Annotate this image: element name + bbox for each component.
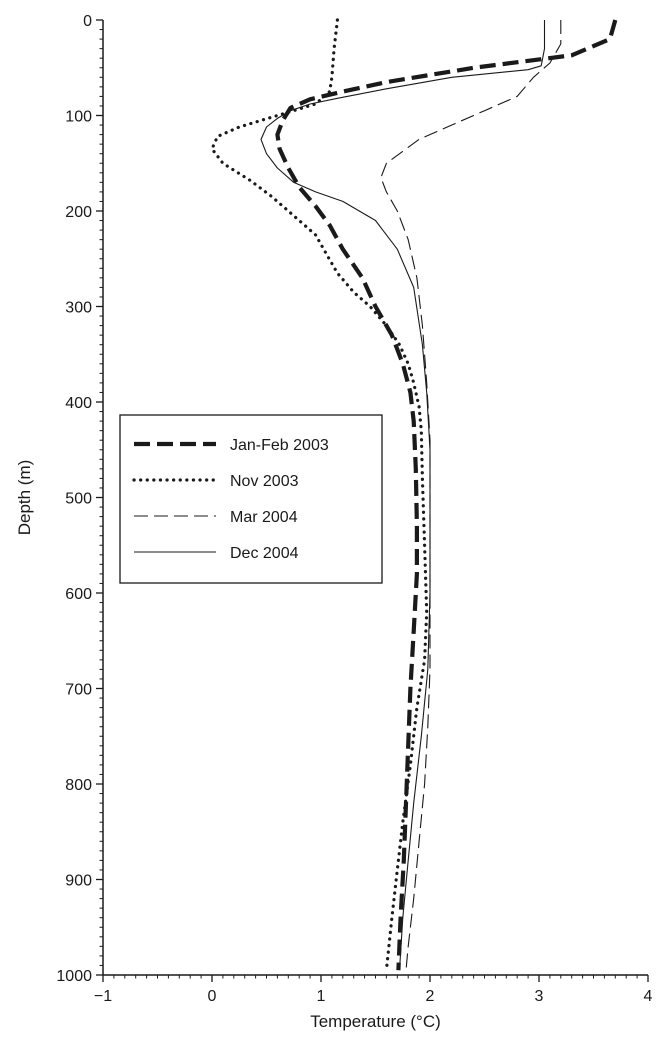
series-line-dec-2004 — [260, 20, 546, 971]
x-tick-label: −1 — [94, 988, 112, 1005]
y-tick-label: 900 — [65, 873, 92, 890]
y-tick-label: 300 — [65, 300, 92, 317]
legend-label: Jan-Feb 2003 — [230, 437, 329, 454]
y-tick-label: 0 — [83, 13, 92, 30]
x-tick-label: 1 — [317, 988, 326, 1005]
legend-label: Dec 2004 — [230, 545, 299, 562]
legend: Jan-Feb 2003 Nov 2003 Mar 2004 Dec 2004 — [119, 414, 383, 584]
x-tick-label: 3 — [535, 988, 544, 1005]
x-tick-label: 4 — [644, 988, 653, 1005]
x-tick-label: 2 — [426, 988, 435, 1005]
y-tick-label: 400 — [65, 395, 92, 412]
series-line-mar-2004 — [380, 20, 562, 971]
x-axis-title: Temperature (°C) — [310, 1012, 441, 1031]
y-tick-label: 800 — [65, 777, 92, 794]
axes: 0 100 200 300 400 500 600 700 800 900 1000−1 0 1 2 3 4 T… — [15, 13, 653, 1031]
x-tick-label: 0 — [208, 988, 217, 1005]
y-tick-label: 700 — [65, 682, 92, 699]
y-tick-label: 1000 — [56, 968, 92, 985]
y-axis-title: Depth (m) — [15, 460, 34, 536]
y-tick-label: 100 — [65, 109, 92, 126]
series-line-nov-2003 — [210, 18, 429, 972]
legend-label: Nov 2003 — [230, 473, 299, 490]
legend-label: Mar 2004 — [230, 509, 298, 526]
y-tick-label: 600 — [65, 586, 92, 603]
y-tick-label: 200 — [65, 204, 92, 221]
y-tick-label: 500 — [65, 491, 92, 508]
plot-area — [210, 18, 618, 972]
series-line-jan-feb-2003 — [275, 19, 618, 971]
